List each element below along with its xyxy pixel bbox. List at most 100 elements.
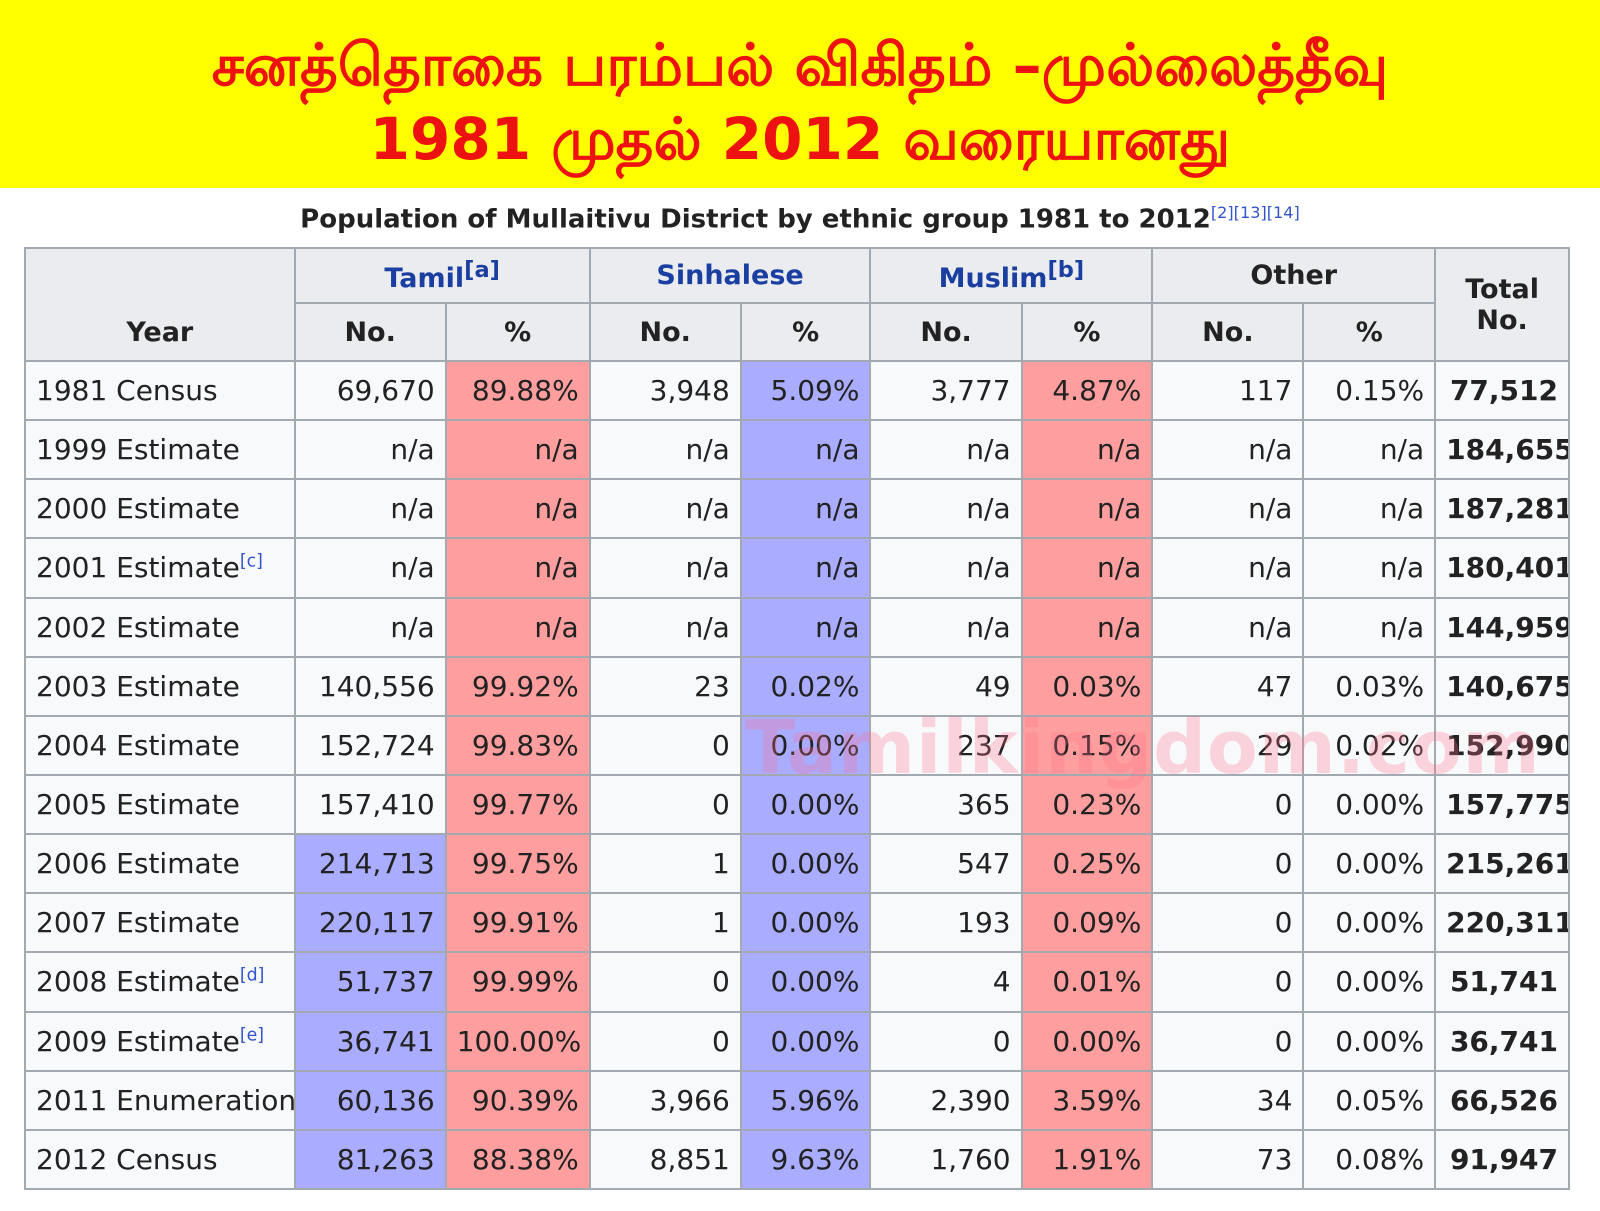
cell-muslim-pct: 0.23% <box>1020 773 1154 836</box>
table-row: 2004 Estimate 152,724 99.83% 0 0.00% 237 0.15%… <box>24 714 1570 776</box>
cell-other-no: 0 <box>1151 951 1305 1013</box>
header-tamil-pct: % <box>444 302 591 362</box>
cell-year: 2001 Estimate[c] <box>24 537 296 599</box>
cell-other-pct: n/a <box>1302 596 1437 658</box>
table-row: 1981 Census 69,670 89.88% 3,948 5.09% 3,777 4.… <box>24 359 1570 422</box>
table-row: 2006 Estimate 214,713 99.75% 1 0.00% 547 0.25%… <box>24 833 1570 895</box>
cell-muslim-pct: 3.59% <box>1020 1069 1154 1131</box>
cell-muslim-no: 49 <box>869 655 1023 717</box>
cell-muslim-no: n/a <box>869 537 1023 599</box>
muslim-footnote-ref[interactable]: [b] <box>1047 257 1085 283</box>
cell-other-no: 34 <box>1151 1069 1305 1131</box>
cell-other-no: 0 <box>1151 833 1305 895</box>
cell-muslim-pct: 1.91% <box>1020 1128 1154 1191</box>
table-row: 2008 Estimate[d] 51,737 99.99% 0 0.00% 4 0.01%… <box>24 951 1570 1013</box>
cell-sinhalese-pct: 0.00% <box>739 892 872 954</box>
cell-tamil-pct: 99.75% <box>444 833 591 895</box>
cell-sinhalese-pct: 0.00% <box>739 951 872 1013</box>
header-muslim[interactable]: Muslim[b] <box>869 247 1154 304</box>
cell-year: 2011 Enumeration <box>24 1069 296 1131</box>
cell-tamil-pct: 90.39% <box>444 1069 591 1131</box>
cell-sinhalese-no: 3,948 <box>588 359 742 422</box>
cell-other-pct: 0.03% <box>1302 655 1437 717</box>
cell-year: 2003 Estimate <box>24 655 296 717</box>
cell-tamil-no: n/a <box>293 419 447 481</box>
cell-muslim-no: 365 <box>869 773 1023 836</box>
header-sinhalese[interactable]: Sinhalese <box>588 247 872 304</box>
cell-muslim-no: 237 <box>869 714 1023 776</box>
cell-other-no: 47 <box>1151 655 1305 717</box>
header-year: Year <box>24 247 296 362</box>
cell-other-pct: n/a <box>1302 478 1437 540</box>
cell-other-pct: 0.02% <box>1302 714 1437 776</box>
table-caption: Population of Mullaitivu District by eth… <box>0 203 1600 235</box>
year-footnote-ref[interactable]: [c] <box>239 552 263 573</box>
cell-tamil-no: 51,737 <box>293 951 447 1013</box>
cell-year: 2002 Estimate <box>24 596 296 658</box>
cell-other-pct: n/a <box>1302 537 1437 599</box>
cell-sinhalese-no: 8,851 <box>588 1128 742 1191</box>
header-total: Total No. <box>1434 247 1570 362</box>
caption-text: Population of Mullaitivu District by eth… <box>300 204 1211 235</box>
cell-other-no: 29 <box>1151 714 1305 776</box>
cell-year: 2007 Estimate <box>24 892 296 954</box>
cell-total: 220,311 <box>1434 892 1570 954</box>
cell-tamil-no: 152,724 <box>293 714 447 776</box>
cell-muslim-pct: 0.15% <box>1020 714 1154 776</box>
cell-muslim-pct: 4.87% <box>1020 359 1154 422</box>
cell-muslim-pct: n/a <box>1020 478 1154 540</box>
cell-tamil-pct: n/a <box>444 537 591 599</box>
cell-total: 187,281 <box>1434 478 1570 540</box>
cell-year: 1981 Census <box>24 359 296 422</box>
cell-tamil-no: 214,713 <box>293 833 447 895</box>
cell-muslim-no: 193 <box>869 892 1023 954</box>
cell-other-pct: 0.00% <box>1302 833 1437 895</box>
header-sinhalese-no: No. <box>588 302 742 362</box>
cell-tamil-pct: n/a <box>444 478 591 540</box>
cell-total: 215,261 <box>1434 833 1570 895</box>
cell-muslim-pct: 0.25% <box>1020 833 1154 895</box>
cell-other-no: 0 <box>1151 892 1305 954</box>
table-row: 1999 Estimate n/a n/a n/a n/a n/a n/a n/a n/a 184… <box>24 419 1570 481</box>
cell-muslim-no: 2,390 <box>869 1069 1023 1131</box>
year-footnote-ref[interactable]: [e] <box>239 1025 265 1046</box>
population-table: Year Tamil[a] Sinhalese Muslim[b] Other … <box>24 247 1570 1191</box>
table-row: 2009 Estimate[e] 36,741 100.00% 0 0.00% 0 0.00… <box>24 1010 1570 1072</box>
cell-other-pct: 0.00% <box>1302 1010 1437 1072</box>
cell-other-no: n/a <box>1151 596 1305 658</box>
cell-year: 2004 Estimate <box>24 714 296 776</box>
cell-sinhalese-pct: n/a <box>739 537 872 599</box>
cell-sinhalese-no: 0 <box>588 951 742 1013</box>
cell-muslim-pct: n/a <box>1020 419 1154 481</box>
cell-tamil-no: 36,741 <box>293 1010 447 1072</box>
cell-muslim-no: n/a <box>869 478 1023 540</box>
cell-tamil-pct: 89.88% <box>444 359 591 422</box>
cell-other-pct: 0.15% <box>1302 359 1437 422</box>
caption-references[interactable]: [2][13][14] <box>1210 203 1300 222</box>
cell-sinhalese-no: 0 <box>588 714 742 776</box>
cell-sinhalese-pct: 0.00% <box>739 833 872 895</box>
cell-muslim-no: 547 <box>869 833 1023 895</box>
header-sinhalese-pct: % <box>739 302 872 362</box>
table-row: 2007 Estimate 220,117 99.91% 1 0.00% 193 0.09%… <box>24 892 1570 954</box>
cell-total: 36,741 <box>1434 1010 1570 1072</box>
cell-total: 51,741 <box>1434 951 1570 1013</box>
header-tamil[interactable]: Tamil[a] <box>293 247 591 304</box>
cell-muslim-pct: 0.03% <box>1020 655 1154 717</box>
header-total-no: No. <box>1476 304 1528 336</box>
cell-sinhalese-no: 1 <box>588 892 742 954</box>
cell-tamil-pct: n/a <box>444 596 591 658</box>
cell-tamil-no: 157,410 <box>293 773 447 836</box>
year-footnote-ref[interactable]: [d] <box>239 966 265 987</box>
table-row: 2005 Estimate 157,410 99.77% 0 0.00% 365 0.23%… <box>24 773 1570 836</box>
cell-muslim-no: 0 <box>869 1010 1023 1072</box>
table-row: 2012 Census 81,263 88.38% 8,851 9.63% 1,760 1.… <box>24 1128 1570 1191</box>
cell-tamil-no: 140,556 <box>293 655 447 717</box>
cell-other-pct: 0.05% <box>1302 1069 1437 1131</box>
cell-muslim-no: 3,777 <box>869 359 1023 422</box>
table-body: 1981 Census 69,670 89.88% 3,948 5.09% 3,777 4.… <box>24 359 1570 1191</box>
tamil-footnote-ref[interactable]: [a] <box>464 257 500 283</box>
cell-year: 2012 Census <box>24 1128 296 1191</box>
banner-title-line-2: 1981 முதல் 2012 வரையானது <box>369 105 1231 173</box>
cell-sinhalese-pct: n/a <box>739 596 872 658</box>
